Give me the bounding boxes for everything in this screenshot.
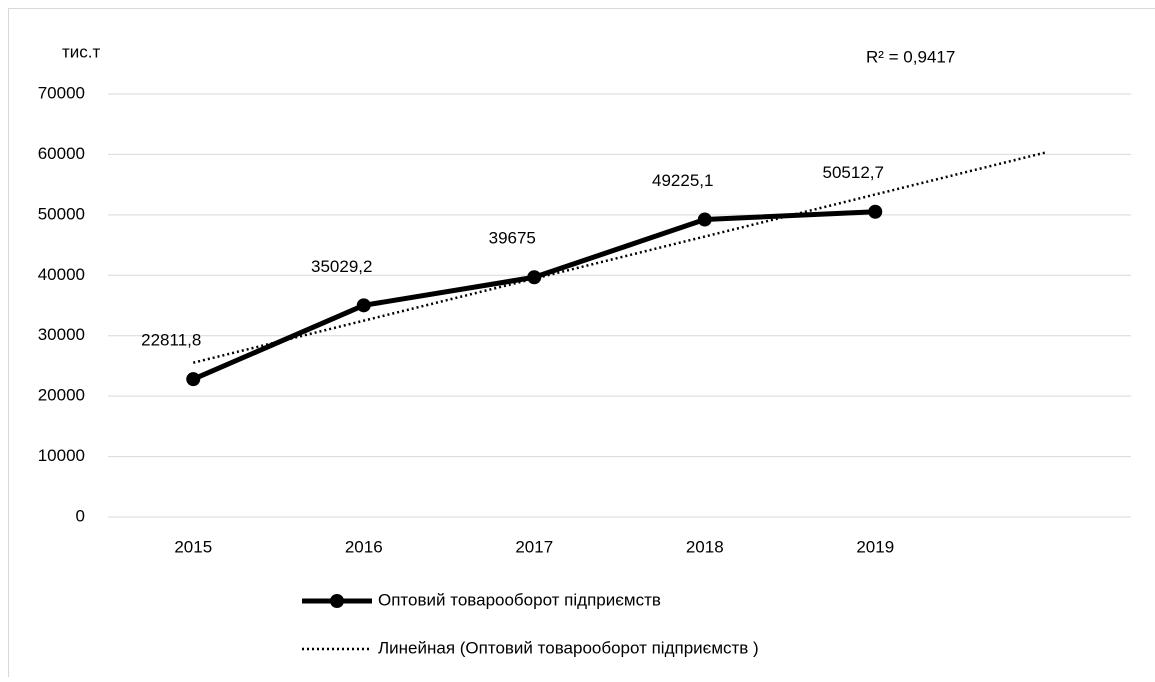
x-tick-label: 2016 (345, 537, 383, 556)
data-label: 49225,1 (652, 171, 713, 190)
legend-label: Оптовий товарооборот підприємств (378, 590, 661, 609)
y-tick-label: 10000 (38, 446, 85, 465)
y-tick-label: 0 (76, 506, 85, 525)
marker (186, 372, 200, 386)
y-tick-label: 50000 (38, 204, 85, 223)
data-label: 22811,8 (141, 331, 201, 350)
y-tick-label: 30000 (38, 325, 85, 344)
y-tick-label: 20000 (38, 386, 85, 405)
data-label: 35029,2 (311, 257, 372, 276)
legend-marker (330, 594, 344, 608)
marker (527, 270, 541, 284)
legend-label: Линейная (Оптовий товарооборот підприємс… (378, 638, 759, 657)
y-tick-label: 40000 (38, 265, 85, 284)
x-tick-label: 2015 (174, 537, 212, 556)
x-tick-label: 2018 (686, 537, 724, 556)
annotation: R² = 0,9417 (866, 47, 955, 66)
data-label: 50512,7 (823, 163, 884, 182)
y-tick-label: 60000 (38, 144, 85, 163)
data-label: 39675 (489, 229, 536, 248)
y-tick-label: 70000 (38, 83, 85, 102)
marker (357, 298, 371, 312)
marker (698, 213, 712, 227)
marker (868, 205, 882, 219)
y-axis-label: тис.т (62, 42, 101, 61)
x-tick-label: 2017 (515, 537, 553, 556)
x-tick-label: 2019 (856, 537, 894, 556)
